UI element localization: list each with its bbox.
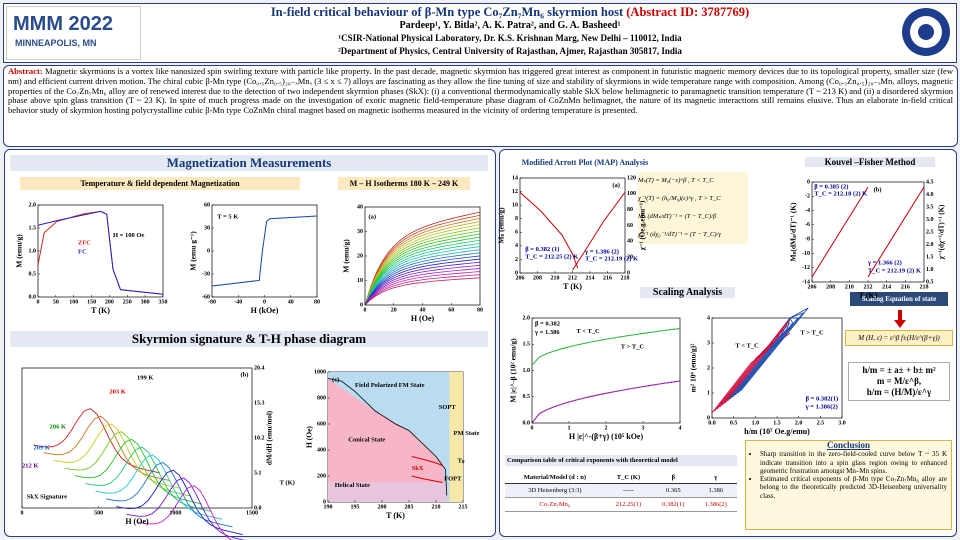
- table-header-cell: Material/Model (d : n): [505, 472, 605, 484]
- affiliation: ¹CSIR-National Physical Laboratory, Dr. …: [338, 33, 682, 43]
- title-block: In-field critical behaviour of β-Mn type…: [150, 6, 870, 58]
- table-block: Comparison table of critical exponents w…: [505, 455, 737, 512]
- table-header: Material/Model (d : n) T_C (K) β γ: [505, 472, 737, 484]
- table-header-cell: T_C (K): [604, 472, 653, 484]
- affiliation: ²Department of Physics, Central Universi…: [338, 46, 682, 56]
- emblem: [902, 8, 950, 56]
- abstract-label: Abstract:: [8, 66, 43, 76]
- scaling-eq: M (H, ε) = ε^β f±(H/ε^(β+γ)): [845, 330, 953, 346]
- table-header-cell: β: [652, 472, 695, 484]
- section-heading: Magnetization Measurements: [10, 155, 488, 171]
- abstract: Abstract: Magnetic skyrmions is a vortex…: [3, 65, 958, 147]
- plot-title: Modified Arrott Plot (MAP) Analysis: [521, 158, 649, 167]
- header: [3, 3, 957, 63]
- sub-heading: M – H Isotherms 180 K – 249 K: [338, 177, 470, 190]
- table-cell: 1.386: [694, 483, 737, 498]
- conclusion-title: Conclusion: [826, 440, 870, 450]
- table-row: 3D Heisenberg (3:3) ----- 0.365 1.386: [505, 483, 737, 498]
- section-heading: Scaling Analysis: [640, 287, 735, 298]
- scaling-line: h/m = (H/M)/ε^γ: [866, 387, 932, 397]
- logo-title: MMM 2022: [13, 13, 114, 35]
- authors: Pardeep¹, Y. Bitla², A. K. Patra², and G…: [399, 20, 621, 31]
- sub-heading: Temperature & field dependent Magnetizat…: [20, 177, 300, 190]
- section-heading: Skyrmion signature & T-H phase diagram: [10, 331, 488, 347]
- logo-place: MINNEAPOLIS, MN: [15, 38, 97, 48]
- logo: MMM 2022 MINNEAPOLIS, MN: [6, 6, 141, 60]
- scaling-line: h/m = ± a± + b± m²: [862, 365, 936, 375]
- table-cell: 0.382(1): [652, 497, 695, 512]
- table-cell: 1.386(2): [694, 497, 737, 512]
- equation: Mₛ(T) = M₀(−ε)^β , T < T_C: [638, 177, 714, 184]
- scaling-lines: h/m = ± a± + b± m² m = M/ε^β, h/m = (H/M)/…: [848, 362, 950, 401]
- abstract-text: Magnetic skyrmions is a vortex like nano…: [8, 66, 953, 115]
- table-cell: 0.365: [652, 483, 695, 498]
- scaling-line: m = M/ε^β,: [876, 376, 922, 386]
- equation: χ⁻¹(T) = (h₀/M₀)(ε)^γ , T > T_C: [638, 195, 721, 202]
- equation: χ₀⁻¹ (dχ₀⁻¹/dT)⁻¹ = (T − T_C)/γ: [638, 231, 721, 238]
- plot-title: Kouvel –Fisher Method: [805, 157, 935, 167]
- table-cell: Co₇Zn₇Mn₆: [505, 497, 605, 512]
- table-header-cell: γ: [694, 472, 737, 484]
- equation: Mₛ (dMₛ/dT)⁻¹ = (T − T_C)/β: [638, 213, 717, 220]
- conclusion: Conclusion Sharp transition in the zero-…: [745, 440, 952, 530]
- table-cell: -----: [604, 483, 653, 498]
- bullet: Sharp transition in the zero-field-coole…: [760, 450, 947, 475]
- title: In-field critical behaviour of β-Mn type…: [270, 5, 624, 19]
- table-cell: 212.25(1): [604, 497, 653, 512]
- equations: Mₛ(T) = M₀(−ε)^β , T < T_C χ⁻¹(T) = (h₀/M…: [638, 172, 748, 244]
- table: Material/Model (d : n) T_C (K) β γ 3D Heisen…: [505, 472, 737, 512]
- table-cell: 3D Heisenberg (3:3): [505, 483, 605, 498]
- bullet: Estimated critical exponents of β-Mn typ…: [760, 475, 947, 500]
- table-caption: Comparison table of critical exponents w…: [505, 455, 737, 466]
- table-row: Co₇Zn₇Mn₆ 212.25(1) 0.382(1) 1.386(2): [505, 497, 737, 512]
- abstract-id: (Abstract ID: 3787769): [626, 5, 750, 19]
- scaling-eq-title: Scaling Equation of state: [850, 292, 948, 306]
- arrow: [894, 310, 906, 328]
